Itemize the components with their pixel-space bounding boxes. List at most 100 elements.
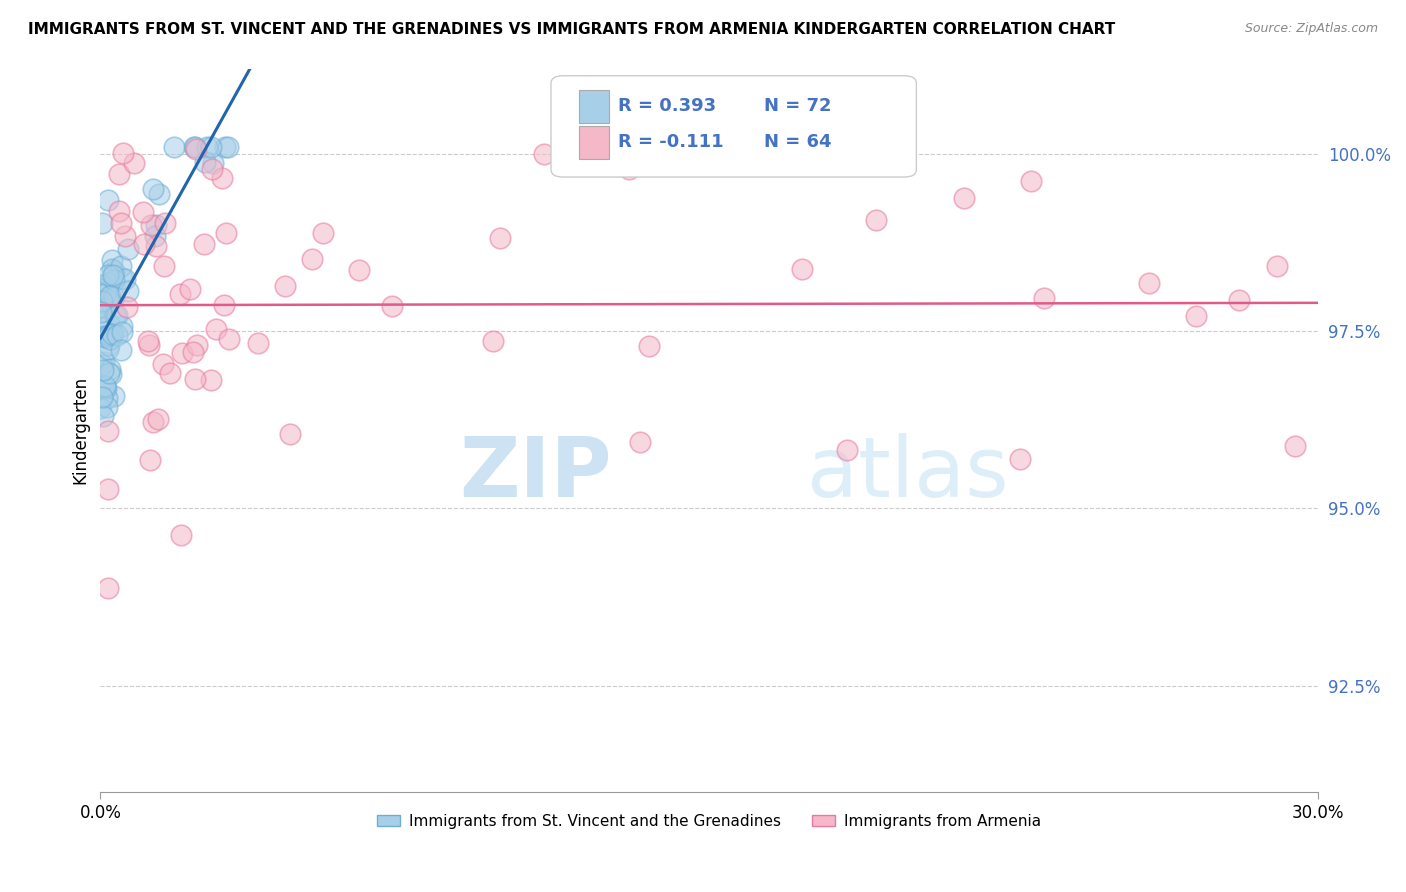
Point bbox=[100, 368, 122, 382]
Point bbox=[278, 426, 301, 441]
Text: atlas: atlas bbox=[807, 434, 1008, 514]
Point bbox=[98, 289, 121, 303]
Point bbox=[97, 193, 120, 207]
Point bbox=[90, 391, 112, 405]
Point bbox=[139, 452, 162, 467]
Point bbox=[1008, 452, 1031, 467]
Point bbox=[186, 338, 208, 352]
Point bbox=[94, 381, 117, 395]
Point bbox=[143, 228, 166, 243]
Point bbox=[482, 334, 505, 348]
Point bbox=[146, 411, 169, 425]
Point bbox=[117, 242, 139, 256]
Point bbox=[101, 326, 124, 341]
Point bbox=[201, 162, 224, 177]
Point bbox=[193, 237, 215, 252]
FancyBboxPatch shape bbox=[579, 127, 609, 159]
Point bbox=[97, 367, 120, 381]
Point bbox=[152, 357, 174, 371]
Point bbox=[637, 339, 659, 353]
Point bbox=[94, 378, 117, 392]
Point bbox=[211, 170, 233, 185]
Point bbox=[138, 338, 160, 352]
Point bbox=[134, 236, 156, 251]
Point bbox=[953, 191, 976, 205]
Point bbox=[93, 381, 115, 395]
Point bbox=[90, 280, 112, 294]
Point bbox=[179, 282, 201, 296]
Point bbox=[89, 401, 111, 416]
Point bbox=[104, 308, 127, 322]
Point bbox=[94, 304, 117, 318]
Point bbox=[1284, 439, 1306, 453]
Point bbox=[136, 334, 159, 349]
Point bbox=[217, 139, 239, 153]
Point bbox=[110, 343, 132, 357]
Point bbox=[97, 276, 120, 290]
Y-axis label: Kindergarten: Kindergarten bbox=[72, 376, 89, 484]
Point bbox=[835, 443, 858, 458]
Legend: Immigrants from St. Vincent and the Grenadines, Immigrants from Armenia: Immigrants from St. Vincent and the Gren… bbox=[371, 808, 1047, 835]
Point bbox=[169, 286, 191, 301]
Point bbox=[97, 482, 120, 496]
Point bbox=[90, 216, 112, 230]
Text: N = 64: N = 64 bbox=[763, 133, 831, 152]
Point bbox=[170, 528, 193, 542]
Point bbox=[145, 239, 167, 253]
Point bbox=[628, 435, 651, 450]
Point bbox=[90, 305, 112, 319]
Point bbox=[170, 346, 193, 360]
Point bbox=[117, 301, 139, 315]
Point bbox=[195, 139, 218, 153]
Point bbox=[90, 359, 112, 373]
Text: Source: ZipAtlas.com: Source: ZipAtlas.com bbox=[1244, 22, 1378, 36]
Point bbox=[247, 336, 270, 351]
Point bbox=[1265, 259, 1288, 273]
Point bbox=[90, 293, 112, 308]
Point bbox=[122, 155, 145, 169]
Point bbox=[142, 415, 165, 429]
Point bbox=[101, 326, 124, 341]
Point bbox=[114, 228, 136, 243]
Point bbox=[97, 268, 120, 283]
Point bbox=[98, 361, 121, 376]
Point bbox=[98, 295, 121, 310]
Point bbox=[301, 252, 323, 267]
Point bbox=[200, 139, 222, 153]
Point bbox=[111, 271, 134, 285]
Point bbox=[93, 409, 115, 423]
Point bbox=[103, 273, 125, 287]
Point bbox=[145, 218, 167, 232]
Point bbox=[349, 263, 371, 277]
Point bbox=[194, 155, 217, 169]
Point bbox=[97, 581, 120, 595]
Point bbox=[1137, 277, 1160, 291]
Point bbox=[105, 327, 128, 342]
Text: IMMIGRANTS FROM ST. VINCENT AND THE GRENADINES VS IMMIGRANTS FROM ARMENIA KINDER: IMMIGRANTS FROM ST. VINCENT AND THE GREN… bbox=[28, 22, 1115, 37]
Point bbox=[108, 168, 131, 182]
Text: N = 72: N = 72 bbox=[763, 97, 831, 115]
Point bbox=[184, 142, 207, 156]
Point bbox=[93, 301, 115, 315]
Point bbox=[139, 218, 162, 232]
Point bbox=[103, 389, 125, 403]
Point bbox=[108, 203, 131, 218]
Point bbox=[110, 259, 132, 273]
Point bbox=[218, 332, 240, 346]
Point bbox=[184, 139, 207, 153]
Point bbox=[97, 293, 120, 308]
FancyBboxPatch shape bbox=[551, 76, 917, 177]
Point bbox=[153, 217, 176, 231]
Point bbox=[93, 379, 115, 393]
Point bbox=[117, 284, 139, 298]
Point bbox=[90, 316, 112, 330]
Point bbox=[105, 308, 128, 322]
Point bbox=[97, 317, 120, 331]
Point bbox=[1033, 291, 1056, 305]
Point bbox=[214, 139, 236, 153]
Point bbox=[1185, 310, 1208, 324]
Point bbox=[98, 328, 121, 343]
Point bbox=[200, 372, 222, 386]
Point bbox=[183, 371, 205, 385]
Point bbox=[1019, 174, 1042, 188]
